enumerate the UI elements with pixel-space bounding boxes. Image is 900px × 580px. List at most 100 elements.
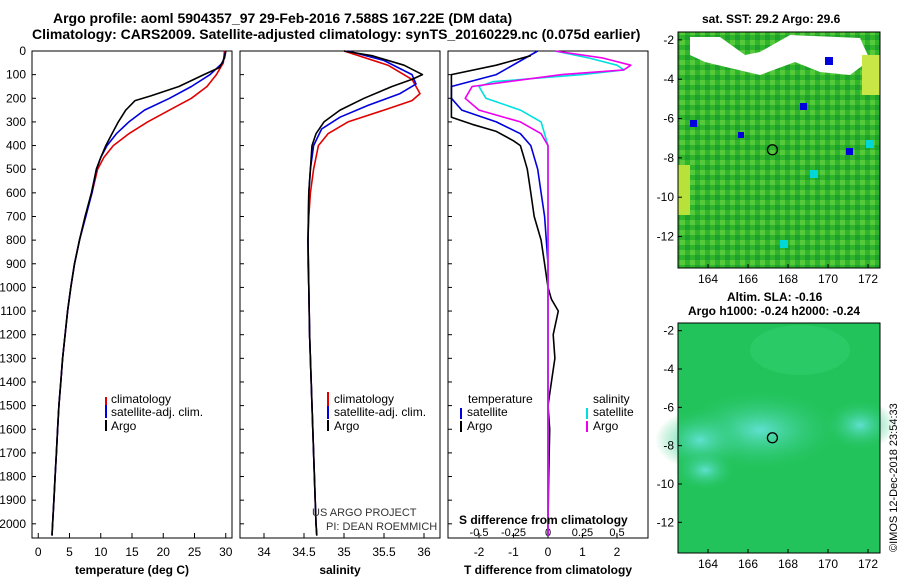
salinity-legend: climatology satellite-adj. clim. Argo US…: [312, 392, 437, 533]
legend-label-climatology: climatology: [111, 392, 171, 406]
x-tick-label: 15: [125, 545, 139, 559]
lat-tick-label: -8: [663, 439, 674, 453]
lon-tick-label: 164: [698, 272, 718, 286]
salinity-chart: 34 34.5 35 35.5 36 salinity: [257, 50, 431, 577]
legend-label-t-satellite: satellite: [467, 405, 508, 419]
series-line-climatology: [307, 50, 421, 536]
x-tick-label: 20: [157, 545, 171, 559]
temperature-chart: 0 5 10 15 20 25 30 temperature (deg C): [35, 50, 233, 577]
lon-tick-label: 170: [818, 557, 838, 571]
legend-label-t-argo: Argo: [467, 419, 493, 433]
cold-pixel: [825, 57, 833, 65]
lon-tick-label: 166: [738, 272, 758, 286]
series-line-salinity-argo: [464, 50, 632, 536]
pi-annotation: PI: DEAN ROEMMICH: [326, 521, 437, 533]
lat-tick-label: -6: [663, 400, 674, 414]
legend-label-sat-adj: satellite-adj. clim.: [334, 405, 426, 419]
sla-anomaly: [750, 325, 850, 375]
lon-tick-label: 172: [858, 557, 878, 571]
x-axis-title: T difference from climatology: [464, 563, 632, 577]
legend-label-sat-adj: satellite-adj. clim.: [111, 405, 203, 419]
depth-tick-label: 1900: [0, 493, 26, 507]
depth-tick-label: 200: [6, 91, 26, 105]
series-line-temperature-satellite: [450, 50, 549, 536]
x-tick-label: 35.5: [372, 545, 396, 559]
lat-tick-label: -8: [663, 151, 674, 165]
lat-tick-label: -4: [663, 362, 674, 376]
depth-axis: 0 100 200 300 400 500 600 700 800 900 1000 1100 1200…: [0, 44, 452, 531]
x-tick-label: 35: [337, 545, 351, 559]
cold-pixel: [738, 132, 744, 138]
cyan-pixel: [780, 240, 788, 248]
difference-legend: temperature satellite Argo salinity sate…: [459, 392, 634, 527]
depth-tick-label: 500: [6, 162, 26, 176]
title-line-1: Argo profile: aoml 5904357_97 29-Feb-201…: [53, 10, 513, 26]
legend-label-argo: Argo: [334, 419, 360, 433]
lon-tick-label: 172: [858, 272, 878, 286]
lon-tick-label: 170: [818, 272, 838, 286]
x-tick-label: 34: [257, 545, 271, 559]
series-line-climatology: [51, 50, 226, 536]
x-tick-label: -2: [474, 545, 485, 559]
legend-label-s-satellite: satellite: [593, 405, 634, 419]
sst-map-axes: 164 166 168 170 172 -2 -4 -6 -8 -10 -12: [657, 33, 879, 286]
difference-chart: -2 -1 0 1 2 T difference from climatology -0.5…: [450, 50, 632, 577]
warm-patch: [678, 165, 690, 215]
series-line-argo: [307, 50, 424, 536]
s-tick-label: -0.5: [470, 527, 489, 539]
argo-height-label: Argo h1000: -0.24 h2000: -0.24: [688, 304, 861, 318]
lat-tick-label: -6: [663, 112, 674, 126]
lat-tick-label: -10: [657, 477, 675, 491]
lat-tick-label: -12: [657, 230, 675, 244]
depth-tick-label: 1400: [0, 375, 26, 389]
sst-map-frame: [677, 31, 881, 269]
title-line-2: Climatology: CARS2009. Satellite-adjuste…: [32, 26, 641, 42]
x-tick-label: 34.5: [292, 545, 316, 559]
sla-anomaly: [825, 400, 895, 450]
series-line-satellite-adj-clim-: [51, 50, 227, 536]
legend-title-salinity: salinity: [593, 392, 630, 406]
series-line-satellite-adj-clim-: [307, 50, 417, 536]
sst-map-label: sat. SST: 29.2 Argo: 29.6: [702, 12, 841, 26]
sla-map-label: Altim. SLA: -0.16: [727, 290, 823, 304]
depth-tick-label: 1200: [0, 328, 26, 342]
x-axis-title: salinity: [319, 563, 361, 577]
x-tick-label: 2: [614, 545, 621, 559]
x-tick-label: 36: [417, 545, 431, 559]
x-tick-label: 0: [35, 545, 42, 559]
cyan-pixel: [866, 140, 874, 148]
lat-tick-label: -12: [657, 515, 675, 529]
project-annotation: US ARGO PROJECT: [312, 507, 417, 519]
depth-tick-label: 1700: [0, 446, 26, 460]
lon-tick-label: 168: [778, 557, 798, 571]
cold-pixel: [846, 148, 853, 155]
lon-tick-label: 164: [698, 557, 718, 571]
depth-tick-label: 100: [6, 68, 26, 82]
s-axis-title: S difference from climatology: [459, 513, 628, 527]
depth-tick-label: 1000: [0, 280, 26, 294]
cold-pixel: [800, 103, 807, 110]
depth-tick-label: 1300: [0, 351, 26, 365]
depth-tick-label: 1500: [0, 399, 26, 413]
depth-tick-label: 2000: [0, 517, 26, 531]
x-tick-label: 0: [545, 545, 552, 559]
legend-label-argo: Argo: [111, 419, 137, 433]
salinity-panel-frame: [239, 50, 441, 539]
s-tick-label: 0.25: [572, 527, 593, 539]
depth-tick-label: 1600: [0, 422, 26, 436]
depth-tick-label: 300: [6, 115, 26, 129]
x-tick-label: 1: [579, 545, 586, 559]
depth-tick-label: 400: [6, 139, 26, 153]
lat-tick-label: -2: [663, 324, 674, 338]
depth-tick-label: 700: [6, 209, 26, 223]
x-tick-label: 10: [94, 545, 108, 559]
sst-map: [677, 31, 881, 269]
depth-tick-label: 0: [19, 44, 26, 58]
x-tick-label: 25: [188, 545, 202, 559]
sla-map-axes: 164 166 168 170 172 -2 -4 -6 -8 -10 -12: [657, 324, 879, 571]
depth-tick-label: 900: [6, 257, 26, 271]
s-tick-label: 0.5: [609, 527, 624, 539]
lon-tick-label: 168: [778, 272, 798, 286]
lat-tick-label: -10: [657, 190, 675, 204]
